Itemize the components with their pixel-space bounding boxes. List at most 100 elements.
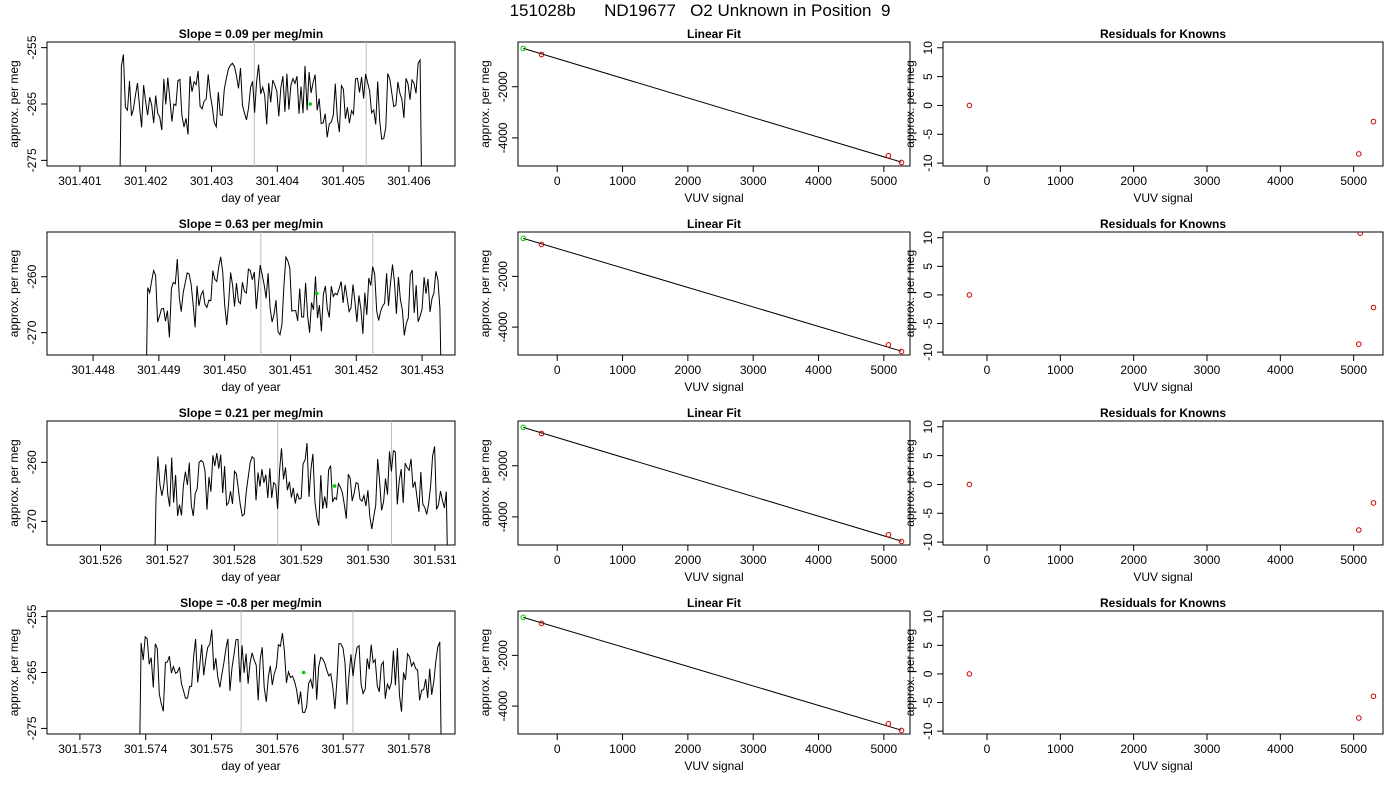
x-tick-label: 301.402 <box>124 174 168 188</box>
unknown-point <box>520 235 527 242</box>
data-trace <box>139 629 442 734</box>
known-point <box>898 159 905 166</box>
y-tick-label: -270 <box>25 509 39 533</box>
x-tick-label: 0 <box>554 363 561 377</box>
x-tick-label: 1000 <box>609 174 636 188</box>
x-tick-label: 301.453 <box>400 363 444 377</box>
y-tick-label: -2000 <box>496 640 510 671</box>
y-tick-label: 0 <box>921 291 935 298</box>
plot-area <box>520 424 905 545</box>
x-tick-label: 5000 <box>1340 742 1367 756</box>
x-tick-label: 2000 <box>1120 553 1147 567</box>
x-tick-label: 4000 <box>1267 174 1294 188</box>
unknown-point <box>520 614 527 621</box>
x-tick-label: 3000 <box>1194 742 1221 756</box>
known-point <box>538 241 545 248</box>
y-tick-label: -2000 <box>496 450 510 481</box>
panel-1: Slope = 0.09 per meg/min 301.401 301.402 30… <box>7 27 456 205</box>
panel-12: Residuals for Knowns 0 1000 2000 3000 4000 500… <box>903 596 1384 773</box>
panel-11: Linear Fit 0 1000 2000 3000 4000 5000 -2000 -400… <box>478 596 911 773</box>
x-tick-label: 301.451 <box>269 363 313 377</box>
y-tick-label: 5 <box>921 263 935 270</box>
y-tick-label: -265 <box>25 92 39 116</box>
known-point <box>538 51 545 58</box>
panel-title: Slope = 0.09 per meg/min <box>179 27 323 41</box>
fit-line <box>523 426 902 542</box>
y-axis-label: approx. per meg <box>478 250 492 337</box>
plot-area <box>520 45 905 166</box>
plot-area <box>966 232 1377 347</box>
y-tick-label: 10 <box>921 610 935 624</box>
y-tick-label: -10 <box>921 343 935 361</box>
x-tick-label: 3000 <box>1194 363 1221 377</box>
x-tick-label: 4000 <box>805 742 832 756</box>
plot-area <box>966 481 1377 533</box>
x-tick-label: 1000 <box>609 553 636 567</box>
fit-line <box>523 237 902 352</box>
plot-area <box>966 671 1377 721</box>
x-tick-label: 301.576 <box>256 742 300 756</box>
x-tick-label: 1000 <box>1047 174 1074 188</box>
y-tick-label: 10 <box>921 420 935 434</box>
y-tick-label: 10 <box>921 41 935 55</box>
y-tick-label: -5 <box>921 129 935 140</box>
plot-frame <box>942 41 1384 167</box>
panel-6: Residuals for Knowns 0 1000 2000 3000 4000 500… <box>903 217 1384 394</box>
y-tick-label: 5 <box>921 73 935 80</box>
x-tick-label: 301.528 <box>213 553 257 567</box>
panel-title: Residuals for Knowns <box>1100 406 1226 420</box>
panel-9: Residuals for Knowns 0 1000 2000 3000 4000 500… <box>903 406 1384 584</box>
x-tick-label: 3000 <box>740 553 767 567</box>
data-trace <box>154 442 448 545</box>
x-tick-label: 2000 <box>675 363 702 377</box>
known-point <box>898 538 905 545</box>
x-tick-label: 5000 <box>1340 174 1367 188</box>
y-axis-label: approx. per meg <box>903 439 917 526</box>
x-tick-label: 2000 <box>1120 363 1147 377</box>
y-tick-label: -255 <box>25 604 39 628</box>
x-tick-label: 0 <box>984 174 991 188</box>
x-tick-label: 301.529 <box>279 553 323 567</box>
x-tick-label: 0 <box>554 553 561 567</box>
x-tick-label: 301.405 <box>321 174 365 188</box>
x-tick-label: 2000 <box>675 174 702 188</box>
x-axis-label: day of year <box>221 759 280 773</box>
known-point <box>966 671 973 677</box>
x-tick-label: 4000 <box>1267 363 1294 377</box>
panel-title: Linear Fit <box>687 406 741 420</box>
plot-area <box>966 102 1377 157</box>
plot-area <box>119 42 422 166</box>
plot-frame <box>46 610 456 735</box>
x-tick-label: 1000 <box>1047 553 1074 567</box>
x-tick-label: 0 <box>984 363 991 377</box>
data-trace <box>146 255 442 355</box>
known-point <box>885 342 892 348</box>
plot-frame <box>517 231 911 356</box>
x-axis-label: day of year <box>221 191 280 205</box>
plot-area <box>520 614 905 734</box>
known-point <box>885 531 892 538</box>
panel-title: Slope = 0.63 per meg/min <box>179 217 323 231</box>
x-tick-label: 301.403 <box>190 174 234 188</box>
x-tick-label: 3000 <box>740 363 767 377</box>
x-tick-label: 5000 <box>871 174 898 188</box>
y-tick-label: -10 <box>921 154 935 172</box>
panel-4: Slope = 0.63 per meg/min 301.448 301.449 30… <box>7 217 456 394</box>
y-axis-label: approx. per meg <box>7 439 21 526</box>
x-tick-label: 301.450 <box>203 363 247 377</box>
y-tick-label: 5 <box>921 452 935 459</box>
mean-point <box>301 670 306 675</box>
x-tick-label: 2000 <box>1120 174 1147 188</box>
y-tick-label: -255 <box>25 35 39 59</box>
known-point <box>538 430 545 437</box>
x-tick-label: 301.527 <box>146 553 190 567</box>
x-tick-label: 2000 <box>675 553 702 567</box>
known-point <box>885 152 892 159</box>
y-tick-label: -2000 <box>496 261 510 292</box>
x-tick-label: 3000 <box>1194 174 1221 188</box>
y-tick-label: -10 <box>921 533 935 551</box>
panel-title: Linear Fit <box>687 217 741 231</box>
known-point <box>1357 232 1364 236</box>
x-axis-label: VUV signal <box>1133 191 1192 205</box>
